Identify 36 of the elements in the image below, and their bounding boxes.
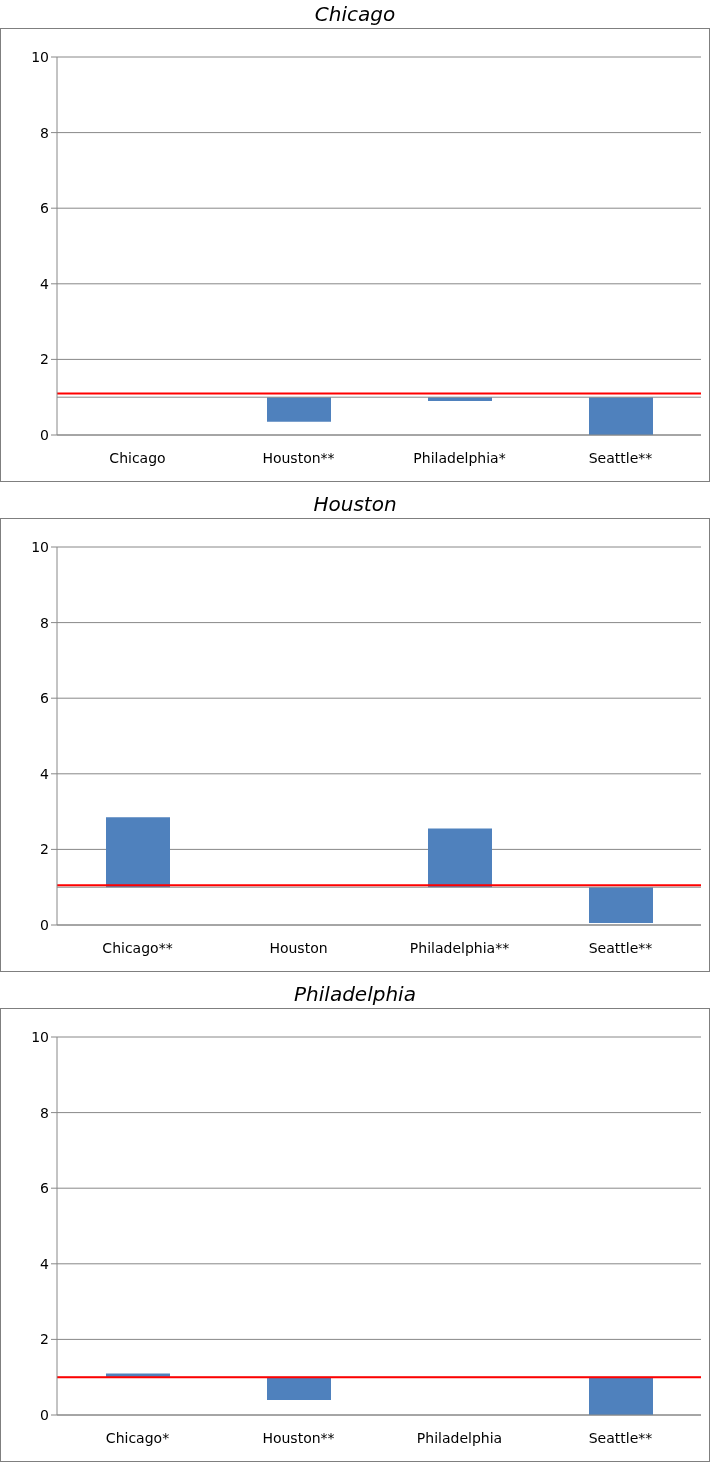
x-tick-label: Chicago bbox=[109, 449, 166, 466]
y-tick-label: 2 bbox=[40, 841, 49, 858]
x-tick-label: Chicago** bbox=[102, 939, 173, 956]
y-tick-label: 2 bbox=[40, 1331, 49, 1348]
y-tick-label: 6 bbox=[40, 1180, 50, 1197]
y-tick-label: 4 bbox=[40, 1255, 50, 1272]
x-tick-label: Seattle** bbox=[588, 449, 653, 466]
bar bbox=[428, 828, 492, 888]
chart-title: Houston bbox=[312, 491, 398, 518]
x-tick-label: Houston** bbox=[262, 449, 335, 466]
chart-title: Philadelphia bbox=[293, 981, 417, 1008]
x-tick-label: Houston** bbox=[262, 1429, 335, 1446]
y-tick-label: 0 bbox=[40, 426, 49, 443]
y-tick-label: 10 bbox=[31, 1028, 49, 1045]
x-tick-label: Seattle** bbox=[588, 1429, 653, 1446]
chart-title: Chicago bbox=[313, 1, 397, 28]
y-tick-label: 4 bbox=[40, 275, 50, 292]
y-tick-label: 6 bbox=[40, 690, 50, 707]
bar bbox=[589, 887, 653, 924]
y-tick-label: 10 bbox=[31, 48, 49, 65]
x-tick-label: Philadelphia* bbox=[413, 449, 506, 466]
x-tick-label: Philadelphia** bbox=[409, 939, 510, 956]
y-tick-label: 8 bbox=[40, 1104, 49, 1121]
y-tick-label: 4 bbox=[40, 765, 50, 782]
y-tick-label: 6 bbox=[40, 200, 50, 217]
y-tick-label: 8 bbox=[40, 124, 49, 141]
x-tick-label: Houston bbox=[269, 939, 328, 956]
x-tick-label: Philadelphia bbox=[416, 1429, 503, 1446]
x-tick-label: Seattle** bbox=[588, 939, 653, 956]
x-tick-label: Chicago* bbox=[105, 1429, 170, 1446]
y-tick-label: 8 bbox=[40, 614, 49, 631]
y-tick-label: 10 bbox=[31, 538, 49, 555]
y-tick-label: 2 bbox=[40, 351, 49, 368]
bar bbox=[106, 817, 170, 888]
y-tick-label: 0 bbox=[40, 1406, 49, 1423]
y-tick-label: 0 bbox=[40, 916, 49, 933]
